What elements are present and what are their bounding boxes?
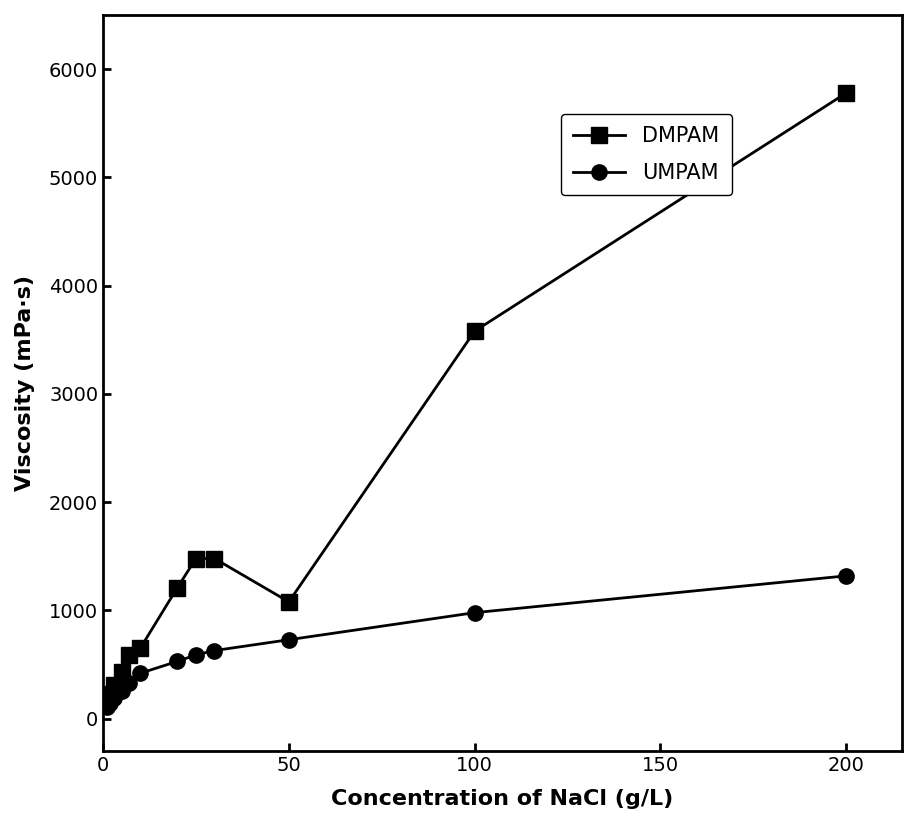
- UMPAM: [841, 571, 852, 581]
- UMPAM: [116, 686, 127, 695]
- DMPAM: [283, 597, 294, 606]
- Legend: DMPAM, UMPAM: DMPAM, UMPAM: [561, 114, 732, 195]
- DMPAM: [470, 326, 481, 336]
- DMPAM: [209, 554, 220, 564]
- Line: DMPAM: DMPAM: [99, 86, 854, 709]
- DMPAM: [171, 583, 182, 592]
- UMPAM: [470, 608, 481, 618]
- DMPAM: [105, 689, 116, 699]
- DMPAM: [841, 88, 852, 98]
- UMPAM: [105, 698, 116, 708]
- DMPAM: [101, 696, 112, 706]
- DMPAM: [124, 650, 135, 660]
- Y-axis label: Viscosity (mPa·s): Viscosity (mPa·s): [15, 275, 35, 491]
- DMPAM: [108, 681, 119, 691]
- UMPAM: [101, 702, 112, 712]
- UMPAM: [108, 693, 119, 703]
- DMPAM: [116, 667, 127, 677]
- Line: UMPAM: UMPAM: [99, 569, 854, 714]
- UMPAM: [171, 657, 182, 667]
- UMPAM: [124, 678, 135, 688]
- UMPAM: [135, 668, 146, 678]
- DMPAM: [135, 644, 146, 653]
- DMPAM: [191, 554, 202, 564]
- UMPAM: [209, 646, 220, 656]
- X-axis label: Concentration of NaCl (g/L): Concentration of NaCl (g/L): [331, 789, 674, 809]
- UMPAM: [283, 634, 294, 644]
- UMPAM: [191, 650, 202, 660]
